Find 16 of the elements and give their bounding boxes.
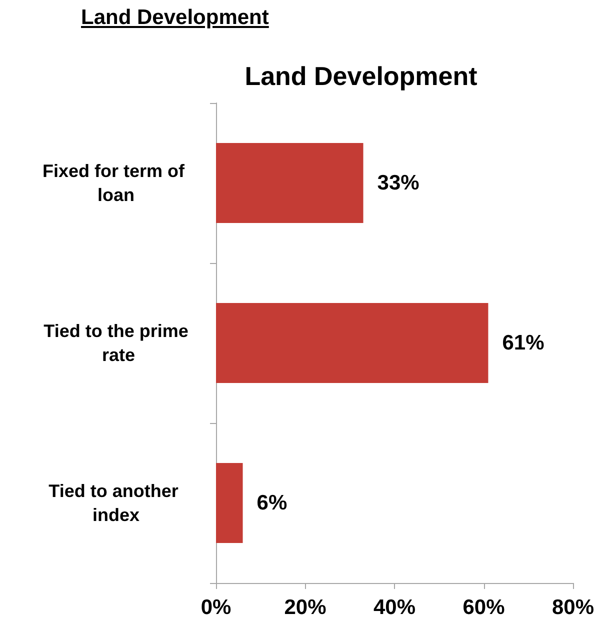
bar (216, 303, 488, 383)
bar (216, 143, 364, 223)
data-label: 61% (502, 332, 545, 354)
y-tick-label: Tied to the prime rate (44, 321, 188, 365)
chart-title: Land Development (244, 61, 478, 91)
x-tick-label: 60% (462, 596, 506, 619)
x-tick-label: 20% (284, 596, 327, 619)
bar (216, 463, 243, 543)
text: Land Development (81, 6, 269, 30)
x-tick-label: 40% (373, 596, 416, 619)
y-tick-label: Fixed for term of loan (42, 161, 190, 205)
x-tick-label: 0% (200, 596, 232, 619)
x-tick-label: 80% (552, 596, 594, 619)
data-label: 33% (377, 172, 420, 194)
data-label: 6% (256, 492, 288, 514)
y-tick-label: Tied to another index (48, 481, 184, 525)
